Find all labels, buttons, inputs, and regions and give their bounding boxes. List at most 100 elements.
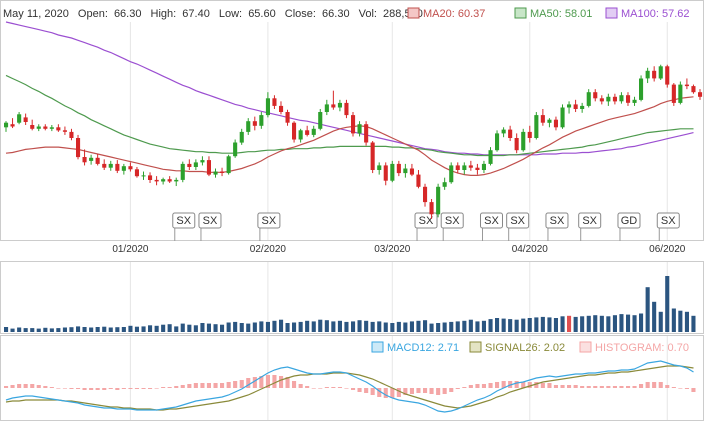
event-box <box>479 212 503 229</box>
ma20-swatch <box>407 7 420 19</box>
volume-bar <box>193 325 198 332</box>
candle-body <box>167 179 172 182</box>
macd-swatch <box>371 341 384 353</box>
candle-body <box>10 124 15 127</box>
volume-bar <box>586 315 591 332</box>
volume-bar <box>449 321 454 332</box>
histogram-bar <box>233 381 238 388</box>
histogram-bar <box>514 381 519 388</box>
candle-body <box>449 165 454 183</box>
histogram-bar <box>436 388 441 395</box>
histogram-bar <box>455 388 460 389</box>
volume-bar <box>514 319 519 332</box>
histogram-bar <box>691 388 696 392</box>
histogram-bar <box>357 388 362 392</box>
histogram-bar <box>409 388 414 394</box>
candle-body <box>370 142 375 170</box>
volume-bar <box>671 308 676 332</box>
histogram-bar <box>351 388 356 390</box>
histogram-bar <box>128 388 133 389</box>
volume-bar <box>36 328 41 332</box>
candle-body <box>272 98 277 106</box>
volume-bar <box>62 327 67 332</box>
volume-bar <box>220 324 225 332</box>
header-vol-label: Vol: <box>359 8 377 20</box>
candle-body <box>252 121 257 126</box>
histogram-bar <box>134 388 139 389</box>
event-label: SX <box>550 215 565 227</box>
candle-body <box>540 115 545 123</box>
candle-body <box>226 156 231 174</box>
x-tick-label: 06/2020 <box>649 244 686 255</box>
candle-body <box>534 115 539 138</box>
ma50-legend-label: MA50: 58.01 <box>530 8 592 20</box>
histogram-bar <box>521 382 526 388</box>
volume-bar <box>534 317 539 332</box>
histogram-bar <box>108 388 113 389</box>
histogram-bar <box>252 377 257 388</box>
volume-bar <box>573 316 578 332</box>
histogram-bar <box>468 385 473 388</box>
volume-bar <box>285 323 290 332</box>
volume-bar <box>305 320 310 332</box>
candle-body <box>115 163 120 171</box>
moving-average-lines <box>5 21 694 176</box>
histogram-bar <box>383 388 388 398</box>
histogram-bar <box>89 388 94 390</box>
volume-bar <box>115 327 120 332</box>
histogram-bar <box>324 387 329 388</box>
candle-body <box>180 163 185 180</box>
volume-bar <box>527 318 532 332</box>
candle-body <box>652 70 657 79</box>
histogram-bar <box>121 388 126 389</box>
header-high-value: 67.40 <box>182 8 210 20</box>
histogram-bar <box>573 385 578 388</box>
volume-bar <box>17 327 22 332</box>
candle-body <box>567 104 572 108</box>
candle-body <box>429 202 434 215</box>
candle-body <box>468 165 473 168</box>
volume-bar <box>298 321 303 332</box>
histogram-bar <box>318 388 323 389</box>
candle-body <box>409 168 414 175</box>
candle-body <box>351 115 356 134</box>
volume-bar <box>279 319 284 332</box>
event-box <box>578 212 602 229</box>
histogram-bar <box>167 387 172 388</box>
candle-body <box>95 157 100 164</box>
candle-body <box>626 95 631 103</box>
x-tick-label: 02/2020 <box>250 244 287 255</box>
candle-body <box>495 133 500 151</box>
event-box <box>198 212 222 229</box>
candle-body <box>246 121 251 132</box>
volume-bar <box>246 323 251 332</box>
candle-body <box>684 84 689 87</box>
histogram-bar <box>265 375 270 388</box>
histogram-bar <box>462 387 467 388</box>
volume-bar <box>658 311 663 332</box>
histogram-bar <box>62 388 67 389</box>
histogram-bar <box>10 385 15 388</box>
volume-bar <box>619 314 624 332</box>
histogram-bar <box>213 383 218 388</box>
histogram-bar <box>593 386 598 388</box>
histogram-bar <box>154 388 159 389</box>
macd-legend: MACD12: 2.71 SIGNAL26: 2.02 HISTOGRAM: 0… <box>371 341 689 354</box>
candle-body <box>292 122 297 140</box>
candle-body <box>311 128 316 135</box>
histogram-bar <box>606 386 611 388</box>
candle-body <box>462 165 467 170</box>
volume-bar <box>390 323 395 332</box>
volume-bar <box>337 320 342 332</box>
volume-bar <box>377 321 382 332</box>
volume-bar <box>357 320 362 332</box>
candle-body <box>43 126 48 129</box>
event-box <box>172 212 196 229</box>
volume-bar <box>396 321 401 332</box>
histogram-bar <box>599 386 604 388</box>
event-label: SX <box>582 215 597 227</box>
ma50-line <box>5 74 694 157</box>
histogram-bar <box>495 382 500 388</box>
candle-body <box>193 162 198 167</box>
